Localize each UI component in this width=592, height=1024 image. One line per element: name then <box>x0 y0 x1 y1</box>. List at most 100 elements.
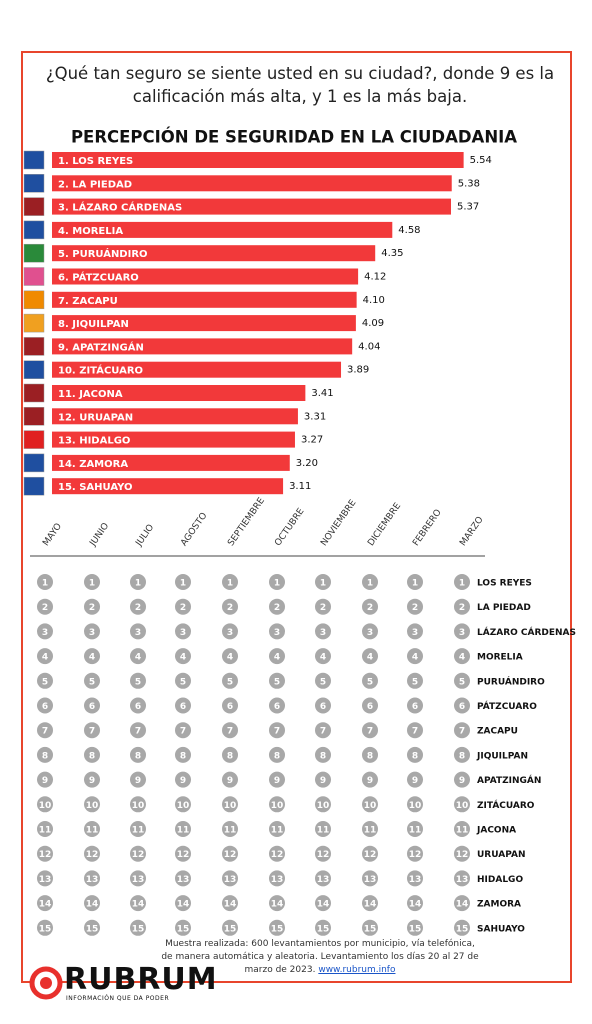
rank-circle <box>407 672 423 689</box>
rank-number: 4 <box>367 653 373 663</box>
rank-circle <box>454 845 470 862</box>
rank-number: 4 <box>227 653 233 663</box>
rank-circle <box>222 821 238 837</box>
rank-circle <box>84 648 100 665</box>
rank-number: 5 <box>459 677 465 687</box>
rank-number: 1 <box>274 579 280 589</box>
rank-circle <box>37 574 53 590</box>
rank-number: 5 <box>320 677 326 687</box>
rank-number: 1 <box>135 579 141 589</box>
rank-circle <box>84 672 100 689</box>
rank-circle <box>269 895 285 912</box>
rank-circle <box>315 845 331 862</box>
rank-circle <box>222 672 238 689</box>
rank-circle <box>269 771 285 788</box>
rank-number: 4 <box>180 653 186 663</box>
rank-circle <box>362 746 378 763</box>
rank-circle <box>269 697 285 714</box>
final-label: PURUÁNDIRO <box>477 675 545 687</box>
rank-number: 5 <box>42 677 48 687</box>
rank-circle <box>222 771 238 788</box>
rank-number: 14 <box>132 900 145 910</box>
rank-circle <box>362 672 378 689</box>
rank-circle <box>315 746 331 763</box>
footnote: Muestra realizada: 600 levantamientos po… <box>160 938 480 977</box>
rank-circle <box>130 648 146 665</box>
rank-circle <box>454 895 470 912</box>
rank-number: 14 <box>317 900 330 910</box>
bar-label: 11. JACONA <box>58 389 123 400</box>
final-label: SAHUAYO <box>477 924 525 934</box>
rank-circle <box>37 895 53 912</box>
final-label: URUAPAN <box>477 850 526 860</box>
rank-circle <box>407 574 423 590</box>
party-logo <box>23 453 45 473</box>
rank-number: 12 <box>409 850 422 860</box>
rank-circle <box>315 623 331 640</box>
rank-number: 13 <box>456 875 469 885</box>
rank-circle <box>454 746 470 763</box>
month-label: JULIO <box>134 523 157 549</box>
rank-number: 3 <box>135 628 141 638</box>
rank-circle <box>175 821 191 837</box>
party-logo <box>23 407 45 426</box>
bar-chart-title: PERCEPCIÓN DE SEGURIDAD EN LA CIUDADANIA <box>71 128 517 147</box>
rank-number: 5 <box>367 677 373 687</box>
rank-number: 10 <box>456 801 469 811</box>
rank-circle <box>362 895 378 912</box>
rank-number: 5 <box>274 677 280 687</box>
value-label: 4.09 <box>362 318 384 329</box>
rank-number: 2 <box>412 603 418 613</box>
value-label: 4.10 <box>363 295 385 306</box>
rank-number: 2 <box>274 603 280 613</box>
rank-number: 10 <box>317 801 330 811</box>
rank-number: 6 <box>367 702 373 712</box>
rank-number: 12 <box>132 850 145 860</box>
rank-number: 9 <box>412 776 418 786</box>
final-label: HIDALGO <box>477 875 523 885</box>
value-label: 3.41 <box>311 388 333 399</box>
rank-number: 4 <box>412 653 418 663</box>
rank-circle <box>362 623 378 640</box>
rank-circle <box>37 870 53 887</box>
rank-circle <box>222 722 238 739</box>
rank-number: 14 <box>224 900 237 910</box>
rank-number: 3 <box>459 628 465 638</box>
rank-number: 6 <box>42 702 48 712</box>
bar-label: 6. PÁTZCUARO <box>58 271 139 284</box>
rank-circle <box>454 697 470 714</box>
rank-number: 8 <box>320 751 326 761</box>
rank-number: 4 <box>320 653 326 663</box>
rank-circle <box>222 870 238 887</box>
rank-circle <box>37 771 53 788</box>
rank-circle <box>269 648 285 665</box>
rank-number: 15 <box>317 924 330 934</box>
rank-circle <box>315 919 331 936</box>
bar <box>52 175 452 192</box>
rank-number: 5 <box>135 677 141 687</box>
bar <box>52 408 298 425</box>
rank-number: 3 <box>89 628 95 638</box>
rank-circle <box>362 870 378 887</box>
rank-number: 15 <box>86 924 99 934</box>
rank-circle <box>130 623 146 640</box>
rank-circle <box>84 895 100 912</box>
rank-number: 10 <box>271 801 284 811</box>
rank-circle <box>175 919 191 936</box>
rank-number: 4 <box>135 653 141 663</box>
rank-number: 12 <box>271 850 284 860</box>
rank-circle <box>175 845 191 862</box>
rank-number: 1 <box>89 579 95 589</box>
rank-number: 7 <box>459 727 465 737</box>
bar-label: 15. SAHUAYO <box>58 482 133 493</box>
rank-circle <box>175 895 191 912</box>
value-label: 4.04 <box>358 341 380 352</box>
rank-circle <box>37 697 53 714</box>
footnote-link[interactable]: www.rubrum.info <box>318 965 396 975</box>
rank-number: 12 <box>456 850 469 860</box>
rank-number: 15 <box>132 924 145 934</box>
rank-circle <box>362 648 378 665</box>
rank-circle <box>37 821 53 837</box>
rank-number: 8 <box>42 751 48 761</box>
